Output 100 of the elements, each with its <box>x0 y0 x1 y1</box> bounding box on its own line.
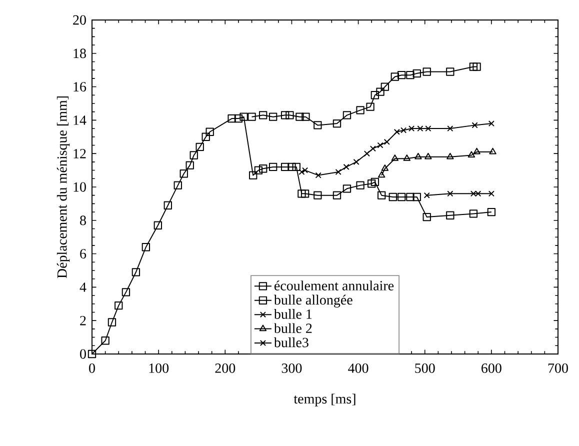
y-axis-title: Déplacement du ménisque [mm] <box>56 96 70 278</box>
point <box>388 192 397 202</box>
point <box>414 152 422 160</box>
point <box>343 164 350 170</box>
point <box>180 170 188 178</box>
point <box>397 71 406 80</box>
point <box>472 62 481 71</box>
point <box>446 68 454 76</box>
point <box>164 201 172 210</box>
point <box>342 111 352 120</box>
point <box>370 178 380 186</box>
point <box>108 318 116 326</box>
point <box>391 154 399 161</box>
point <box>332 119 342 128</box>
y-tick-label: 0 <box>80 349 86 359</box>
point <box>368 180 376 188</box>
point <box>259 164 268 173</box>
y-tick-label: 12 <box>74 148 86 158</box>
point <box>202 132 210 141</box>
point <box>296 112 304 121</box>
point <box>280 111 290 120</box>
legend-label: bulle 1 <box>274 309 312 319</box>
point <box>364 150 370 157</box>
point <box>315 172 322 178</box>
point <box>314 121 322 130</box>
point <box>380 82 390 91</box>
point <box>342 184 352 193</box>
point <box>280 162 290 172</box>
x-tick-label: 100 <box>149 363 169 373</box>
point <box>488 120 494 127</box>
point <box>397 192 406 202</box>
point <box>353 158 360 165</box>
y-tick-label: 10 <box>74 182 86 192</box>
point <box>446 152 454 160</box>
point <box>249 171 258 180</box>
point <box>406 192 414 202</box>
point <box>447 126 454 132</box>
legend-label: bulle3 <box>274 337 308 348</box>
y-tick-label: 4 <box>80 282 86 292</box>
point <box>300 190 310 198</box>
point <box>488 190 494 197</box>
x-tick-label: 600 <box>482 363 502 373</box>
y-tick-label: 16 <box>74 82 86 92</box>
point <box>378 191 386 200</box>
y-tick-label: 6 <box>80 249 86 258</box>
y-tick-label: 18 <box>74 48 86 58</box>
point <box>268 112 278 121</box>
point <box>446 211 454 220</box>
point <box>406 71 414 80</box>
point <box>366 102 374 111</box>
x-axis-title: temps [ms] <box>294 394 356 406</box>
point <box>286 111 294 120</box>
y-tick-label: 2 <box>80 316 86 326</box>
x-tick-label: 500 <box>415 363 435 373</box>
point <box>122 288 130 296</box>
x-tick-label: 200 <box>215 363 236 373</box>
legend-label: écoulement annulaire <box>274 280 394 290</box>
point <box>228 114 236 123</box>
point <box>154 221 162 230</box>
y-tick-label: 14 <box>74 116 86 125</box>
point <box>190 151 198 160</box>
point <box>302 112 310 121</box>
point <box>370 146 376 152</box>
point <box>268 162 278 172</box>
point <box>381 164 389 171</box>
point <box>206 128 214 136</box>
legend-label: bulle allongée <box>274 294 352 308</box>
point <box>408 126 415 132</box>
point <box>424 152 432 160</box>
x-tick-label: 300 <box>282 363 302 373</box>
point <box>377 142 384 148</box>
point <box>376 88 384 96</box>
point <box>254 166 263 174</box>
point <box>473 148 480 154</box>
point <box>248 112 256 121</box>
point <box>412 192 421 202</box>
legend-label: bulle 2 <box>274 323 312 334</box>
point <box>288 162 296 172</box>
point <box>356 106 364 114</box>
point <box>370 91 380 100</box>
point <box>186 161 194 170</box>
y-tick-label: 8 <box>80 216 86 226</box>
x-tick-label: 700 <box>548 363 568 373</box>
point <box>298 190 306 198</box>
point <box>469 210 478 218</box>
point <box>196 142 204 151</box>
point <box>114 301 123 310</box>
point <box>468 151 476 158</box>
x-tick-label: 0 <box>89 363 95 373</box>
point <box>132 268 140 276</box>
x-tick-label: 400 <box>348 363 368 373</box>
point <box>447 190 454 197</box>
point <box>422 68 431 76</box>
point <box>174 181 182 190</box>
point <box>356 181 364 190</box>
point <box>240 112 248 121</box>
point <box>259 111 268 120</box>
point <box>314 191 322 200</box>
point <box>378 171 386 178</box>
point <box>424 192 430 198</box>
